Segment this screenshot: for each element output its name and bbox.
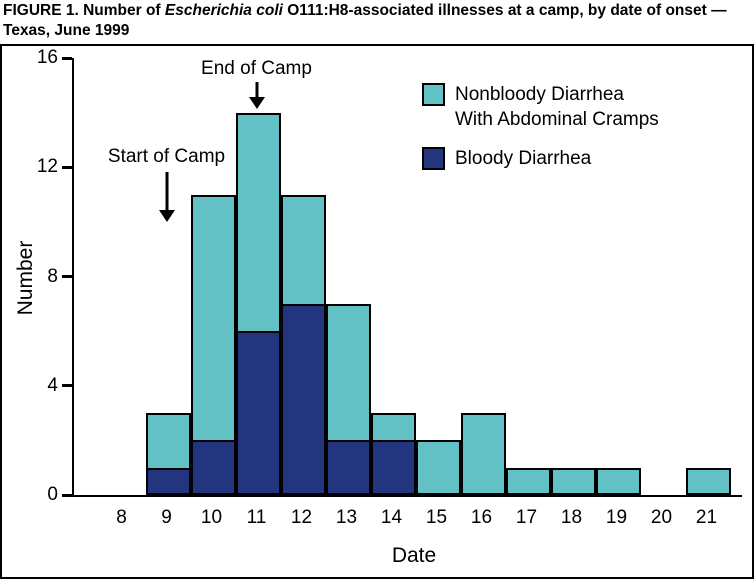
bar-date-13	[326, 303, 371, 495]
annotation-arrow-head	[248, 97, 265, 109]
legend-label: Bloody Diarrhea	[455, 148, 592, 169]
x-tick-label: 13	[335, 507, 358, 528]
x-tick-label: 20	[650, 507, 673, 528]
x-tick-label: 12	[290, 507, 313, 528]
figure-title: FIGURE 1. Number of Escherichia coli O11…	[3, 1, 753, 41]
legend-item-bloody: Bloody Diarrhea	[422, 146, 659, 171]
bar-segment-bloody-date-9	[148, 467, 189, 493]
y-tick-mark	[62, 165, 72, 169]
bar-date-19	[596, 467, 641, 495]
x-tick-label: 17	[515, 507, 538, 528]
title-italic-species: Escherichia coli	[164, 2, 283, 19]
bar-segment-bloody-date-13	[328, 440, 369, 493]
legend-swatch	[422, 147, 445, 170]
bar-date-16	[461, 413, 506, 495]
y-tick-mark	[62, 493, 72, 497]
annotation-arrow-shaft	[255, 82, 258, 97]
x-tick-label: 21	[695, 507, 718, 528]
x-tick-label: 18	[560, 507, 583, 528]
bar-date-12	[281, 194, 326, 495]
y-tick-label: 16	[36, 47, 58, 68]
x-tick-label: 19	[605, 507, 628, 528]
x-axis-label: Date	[391, 544, 437, 567]
x-tick-label: 15	[425, 507, 448, 528]
bar-date-18	[551, 467, 596, 495]
legend-item-nonbloody: Nonbloody Diarrhea With Abdominal Cramps	[422, 82, 659, 132]
legend-swatch	[422, 83, 445, 106]
legend: Nonbloody Diarrhea With Abdominal Cramps…	[422, 82, 659, 185]
y-tick-label: 0	[47, 484, 58, 505]
y-tick-label: 12	[36, 156, 58, 178]
bar-segment-bloody-date-12	[283, 303, 324, 493]
x-tick-label: 14	[380, 507, 403, 528]
bar-date-10	[191, 194, 236, 495]
chart-frame: Number Date Nonbloody Diarrhea With Abdo…	[0, 44, 754, 579]
y-tick-mark	[62, 275, 72, 278]
bar-segment-bloody-date-10	[193, 440, 234, 493]
bar-segment-bloody-date-11	[238, 331, 279, 493]
x-tick-label: 16	[470, 507, 493, 528]
bar-date-14	[371, 413, 416, 495]
x-tick-label: 10	[200, 507, 223, 528]
bar-date-17	[506, 467, 551, 495]
y-tick-label: 8	[47, 265, 58, 287]
y-tick-mark	[62, 384, 72, 388]
y-tick-label: 4	[47, 374, 58, 396]
plot-area	[72, 58, 742, 497]
x-tick-label: 11	[246, 507, 267, 528]
annotation-text: Start of Camp	[107, 146, 226, 167]
x-tick-label: 9	[161, 507, 172, 528]
bar-segment-bloody-date-14	[373, 440, 414, 493]
bar-date-21	[686, 467, 731, 495]
bar-date-11	[236, 112, 281, 495]
annotation-arrow-shaft	[165, 172, 168, 210]
title-suffix: O111:H8-associated illnesses at a camp, …	[3, 2, 727, 39]
annotation-arrow-head	[158, 210, 175, 222]
bar-date-15	[416, 440, 461, 495]
y-tick-mark	[62, 56, 72, 60]
annotation-text: End of Camp	[201, 58, 312, 79]
bar-date-9	[146, 413, 191, 495]
legend-label: Nonbloody Diarrhea With Abdominal Cramps	[455, 84, 659, 130]
title-prefix: FIGURE 1. Number of	[3, 2, 165, 19]
x-tick-label: 8	[116, 507, 127, 528]
